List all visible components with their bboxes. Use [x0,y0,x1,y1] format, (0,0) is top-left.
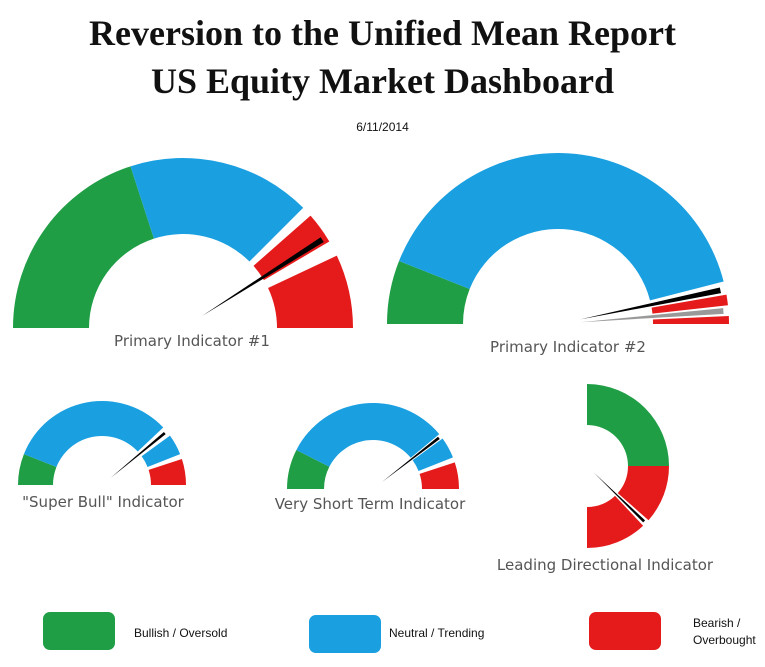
gauge-label: "Super Bull" Indicator [22,493,185,511]
report-date: 6/11/2014 [356,120,409,134]
legend-swatch-neutral [309,615,381,653]
gauge-segment-neutral [23,401,164,467]
gauge-very-short-term: Very Short Term Indicator [275,403,466,513]
gauge-segment-bullish [287,449,330,489]
gauge-label: Primary Indicator #2 [490,338,646,356]
legend-label-bearish-line2: Overbought [693,633,756,647]
legend-label-neutral: Neutral / Trending [389,626,485,640]
gauge-segment-neutral [130,158,304,262]
gauge-segment-bullish [387,261,470,324]
gauge-segment-bearish [587,495,644,548]
gauge-segment-bullish [18,454,57,485]
gauge-label: Leading Directional Indicator [497,556,714,574]
gauge-needle [110,431,166,478]
gauge-needle [593,472,646,523]
gauge-segment-neutral [296,403,440,467]
gauge-segment-neutral [399,152,724,301]
legend-label-bullish: Bullish / Oversold [134,626,228,640]
gauge-label: Primary Indicator #1 [114,332,270,350]
gauge-needle [580,308,724,323]
gauge-label: Very Short Term Indicator [275,495,466,513]
gauge-segment-bearish [148,459,186,485]
gauge-segment-bullish [13,166,154,328]
legend-swatch-bearish [589,612,661,650]
gauge-segment-bearish [253,215,330,281]
gauge-segment-bearish [652,315,729,324]
gauge-segment-neutral [141,435,181,467]
gauge-super-bull: "Super Bull" Indicator [18,401,186,511]
gauge-primary-1: Primary Indicator #1 [13,158,353,350]
legend-label-bearish-line1: Bearish / [693,616,741,630]
gauge-segment-bullish [587,384,669,466]
gauge-needle [381,436,440,483]
legend-swatch-bullish [43,612,115,650]
gauge-needle [201,237,324,316]
gauge-leading-directional: Leading Directional Indicator [497,384,714,574]
gauge-segment-neutral [412,438,453,471]
gauge-primary-2: Primary Indicator #2 [387,152,729,356]
gauge-segment-bearish [651,294,728,314]
gauge-segment-bearish [617,466,669,521]
gauge-needle [580,287,722,320]
report-title: Reversion to the Unified Mean Report [89,13,676,53]
gauge-segment-bearish [268,255,353,328]
gauge-segment-bearish [419,462,459,489]
dashboard-subtitle: US Equity Market Dashboard [150,61,615,101]
legend-label-bearish: Bearish / Overbought [693,615,756,649]
